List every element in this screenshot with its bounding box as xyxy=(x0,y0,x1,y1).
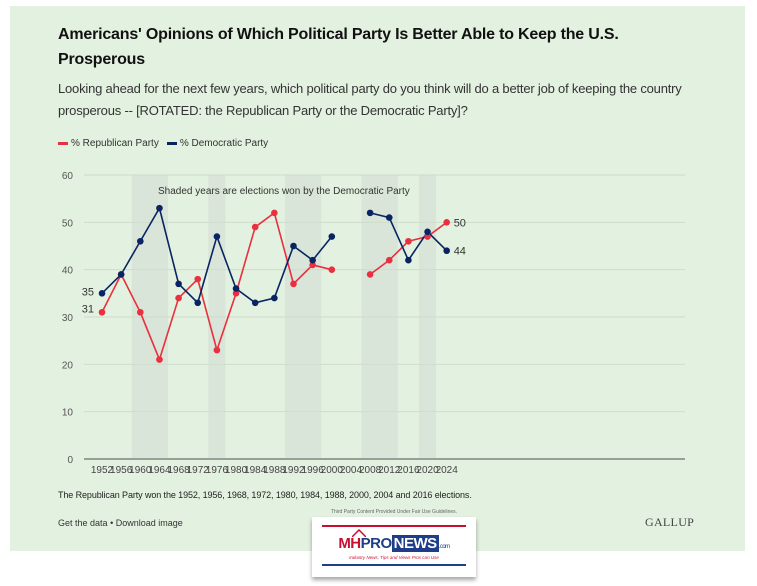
democratic-data-point[interactable]: % Democratic Party 1964: 53 xyxy=(156,204,163,212)
watermark-tagline: Industry News, Tips and Views Pros can U… xyxy=(349,555,439,560)
start-label-democratic: 35 xyxy=(82,286,94,298)
republican-data-point[interactable]: % Republican Party 1968: 34 xyxy=(175,294,182,302)
y-tick-label: 60 xyxy=(62,171,74,182)
link-separator: • xyxy=(110,518,114,528)
y-tick-label: 30 xyxy=(62,313,74,324)
end-label-republican: 50 xyxy=(454,217,466,229)
x-tick-label: 1984 xyxy=(244,465,267,476)
x-tick-label: 2020 xyxy=(416,465,439,476)
democratic-data-point[interactable]: % Democratic Party 2020: 48 xyxy=(424,228,431,236)
republican-data-point[interactable]: % Republican Party 1992: 37 xyxy=(290,280,297,288)
republican-data-point[interactable]: % Republican Party 1964: 21 xyxy=(156,356,163,363)
democratic-data-point[interactable]: % Democratic Party 1972: 33 xyxy=(194,299,202,307)
x-tick-label: 1992 xyxy=(282,465,305,476)
republican-data-point[interactable]: % Republican Party 2012: 42 xyxy=(385,256,393,264)
x-tick-label: 1980 xyxy=(225,465,248,476)
legend-item-republican[interactable]: % Republican Party xyxy=(58,138,159,149)
democratic-data-point[interactable]: % Democratic Party 2016: 42 xyxy=(405,256,412,264)
chart-subtitle: Looking ahead for the next few years, wh… xyxy=(58,81,682,118)
x-tick-label: 2016 xyxy=(397,465,420,476)
x-tick-label: 1960 xyxy=(129,465,152,476)
republican-data-point[interactable]: % Republican Party 1976: 23 xyxy=(213,346,221,354)
mhpronews-logo: MHPRO NEWS .com xyxy=(312,535,476,552)
y-tick-label: 50 xyxy=(62,218,74,229)
democratic-data-point[interactable]: % Democratic Party 1996: 42 xyxy=(309,256,316,264)
democratic-data-point[interactable]: % Democratic Party 2024: 44 xyxy=(443,247,451,255)
x-tick-label: 1988 xyxy=(263,465,286,476)
watermark-bottom-rule xyxy=(322,564,466,566)
legend-item-democratic[interactable]: % Democratic Party xyxy=(166,138,269,149)
watermark-caption: Third Party Content Provided Under Fair … xyxy=(330,509,458,515)
footer-links: Get the data • Download image xyxy=(58,518,183,528)
legend-swatch-democratic xyxy=(166,142,177,145)
download-image-link[interactable]: Download image xyxy=(115,518,183,528)
republican-data-point[interactable]: % Republican Party 1960: 31 xyxy=(137,308,144,316)
x-tick-label: 1968 xyxy=(167,465,190,476)
democratic-data-point[interactable]: % Democratic Party 2008: 52 xyxy=(366,209,374,217)
y-tick-label: 0 xyxy=(67,455,73,466)
democratic-data-point[interactable]: % Democratic Party 2000: 47 xyxy=(328,233,336,240)
republican-data-point[interactable]: % Republican Party 2000: 40 xyxy=(328,266,336,273)
x-tick-label: 1972 xyxy=(187,465,210,476)
republican-data-point[interactable]: % Republican Party 1996: 41 xyxy=(309,261,316,269)
x-tick-label: 2004 xyxy=(340,465,363,476)
x-tick-label: 1964 xyxy=(148,465,171,476)
democratic-data-point[interactable]: % Democratic Party 1960: 46 xyxy=(137,237,144,245)
republican-data-point[interactable]: % Republican Party 2024: 50 xyxy=(443,219,451,226)
watermark-badge: Third Party Content Provided Under Fair … xyxy=(305,509,483,583)
x-tick-label: 1976 xyxy=(206,465,229,476)
republican-data-point[interactable]: % Republican Party 1984: 49 xyxy=(251,223,259,231)
republican-data-point[interactable]: % Republican Party 1980: 35 xyxy=(232,290,240,297)
legend: % Republican Party % Democratic Party xyxy=(58,138,268,149)
republican-data-point[interactable]: % Republican Party 1952: 31 xyxy=(98,308,106,316)
republican-data-point[interactable]: % Republican Party 1972: 38 xyxy=(194,275,202,283)
legend-label-republican: % Republican Party xyxy=(71,138,159,149)
democratic-data-point[interactable]: % Democratic Party 1952: 35 xyxy=(98,290,106,297)
y-tick-label: 10 xyxy=(62,408,74,419)
x-tick-label: 2008 xyxy=(359,465,382,476)
x-tick-label: 2000 xyxy=(321,465,344,476)
gallup-logo: GALLUP xyxy=(645,515,695,529)
watermark-card: MHPRO NEWS .com Industry News, Tips and Vi… xyxy=(312,517,476,577)
y-tick-label: 20 xyxy=(62,360,74,371)
x-tick-label: 1956 xyxy=(110,465,133,476)
chart-annotation: Shaded years are elections won by the De… xyxy=(158,186,410,197)
logo-com: .com xyxy=(438,544,451,550)
democratic-data-point[interactable]: % Democratic Party 1956: 39 xyxy=(117,271,125,278)
watermark-top-rule xyxy=(322,525,466,527)
x-tick-label: 2012 xyxy=(378,465,401,476)
start-label-republican: 31 xyxy=(82,303,94,315)
republican-data-point[interactable]: % Republican Party 2016: 46 xyxy=(405,237,412,245)
footnote: The Republican Party won the 1952, 1956,… xyxy=(58,490,472,500)
get-data-link[interactable]: Get the data xyxy=(58,518,108,528)
logo-pro: PRO xyxy=(360,535,393,552)
democratic-data-point[interactable]: % Democratic Party 2012: 51 xyxy=(385,214,393,221)
x-tick-label: 1952 xyxy=(91,465,114,476)
democratic-data-point[interactable]: % Democratic Party 1968: 37 xyxy=(175,280,182,288)
end-label-democratic: 44 xyxy=(454,246,466,258)
legend-swatch-republican xyxy=(58,142,68,145)
republican-data-point[interactable]: % Republican Party 1988: 52 xyxy=(271,209,278,217)
x-tick-label: 2024 xyxy=(436,465,459,476)
y-tick-label: 40 xyxy=(62,266,74,277)
democratic-data-point[interactable]: % Democratic Party 1984: 33 xyxy=(251,299,259,307)
democratic-data-point[interactable]: % Democratic Party 1988: 34 xyxy=(271,294,278,302)
house-roof-icon xyxy=(352,529,366,537)
logo-mh: MH xyxy=(338,535,361,552)
chart-title: Americans' Opinions of Which Political P… xyxy=(58,26,619,68)
democratic-data-point[interactable]: % Democratic Party 1980: 36 xyxy=(232,285,240,292)
democratic-data-point[interactable]: % Democratic Party 1992: 45 xyxy=(290,242,297,250)
democratic-data-point[interactable]: % Democratic Party 1976: 47 xyxy=(213,233,221,240)
logo-news: NEWS xyxy=(391,535,439,552)
legend-label-democratic: % Democratic Party xyxy=(179,138,269,149)
republican-data-point[interactable]: % Republican Party 2020: 47 xyxy=(424,233,431,240)
republican-data-point[interactable]: % Republican Party 2008: 39 xyxy=(366,271,374,278)
x-tick-label: 1996 xyxy=(302,465,325,476)
